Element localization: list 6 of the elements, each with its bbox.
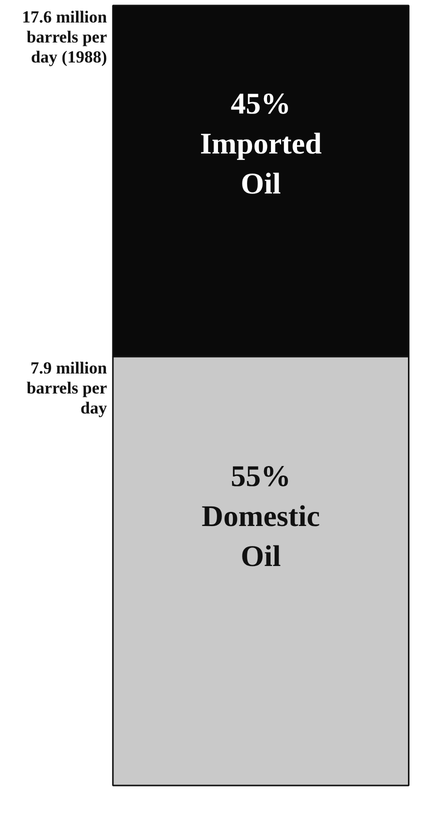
series-label: Imported Oil [200, 127, 322, 200]
series-label: Domestic Oil [202, 500, 320, 574]
data-label: 45% [230, 87, 291, 120]
data-label: 55% [230, 460, 291, 494]
text: 7.9 million barrels per day [26, 358, 108, 418]
text: 17.6 million barrels per day (1988) [22, 7, 108, 66]
